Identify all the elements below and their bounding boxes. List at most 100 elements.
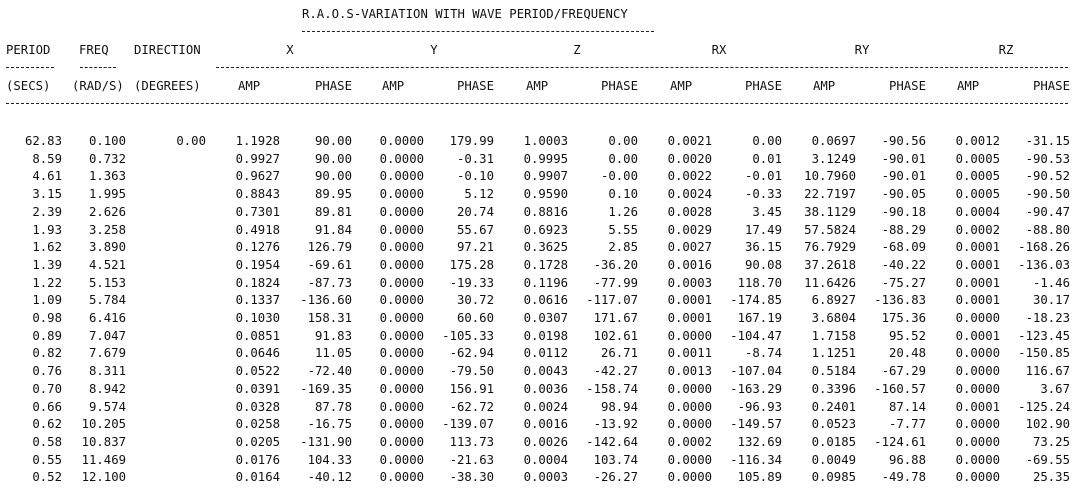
cell-freq: 8.311 bbox=[88, 364, 126, 379]
cell-amp-ry: 1.7158 bbox=[811, 328, 856, 343]
header-freq-units: (RAD/S) bbox=[72, 79, 124, 93]
cell-phase-rx: -8.74 bbox=[744, 346, 782, 361]
cell-phase-z: 2.85 bbox=[608, 240, 638, 255]
cell-phase-z: 0.00 bbox=[608, 134, 638, 148]
cell-period: 0.82 bbox=[32, 346, 62, 361]
freq-underline bbox=[80, 67, 116, 68]
cell-amp-rz: 0.0001 bbox=[955, 275, 1000, 290]
cell-amp-ry: 0.0523 bbox=[811, 417, 856, 432]
cell-amp-ry: 11.6426 bbox=[804, 275, 856, 290]
header-direction: DIRECTION bbox=[134, 43, 201, 57]
table-row: 1.09 5.784 0.1337 -136.60 0.0000 30.72 0.0616 -… bbox=[0, 291, 1083, 309]
cell-amp-y: 0.0000 bbox=[379, 399, 424, 414]
cell-period: 3.15 bbox=[32, 187, 62, 202]
cell-amp-x: 0.0258 bbox=[235, 417, 280, 432]
cell-phase-x: -169.35 bbox=[300, 381, 352, 396]
cell-amp-ry: 22.7197 bbox=[804, 187, 856, 202]
cell-amp-ry: 0.2401 bbox=[811, 399, 856, 414]
table-row: 1.62 3.890 0.1276 126.79 0.0000 97.21 0.3625 2.… bbox=[0, 238, 1083, 256]
cell-phase-rx: 0.01 bbox=[752, 151, 782, 166]
cell-phase-x: 90.00 bbox=[314, 134, 352, 148]
cell-amp-y: 0.0000 bbox=[379, 417, 424, 432]
table-row: 0.82 7.679 0.0646 11.05 0.0000 -62.94 0.0112 26… bbox=[0, 344, 1083, 362]
cell-amp-y: 0.0000 bbox=[379, 169, 424, 184]
cell-phase-z: -26.27 bbox=[593, 470, 638, 485]
cell-amp-rz: 0.0000 bbox=[955, 434, 1000, 449]
cell-phase-y: 5.12 bbox=[464, 187, 494, 202]
cell-phase-ry: -124.61 bbox=[874, 434, 926, 449]
header-amp-y: AMP bbox=[382, 79, 405, 93]
cell-phase-z: -36.20 bbox=[593, 257, 638, 272]
cell-phase-rx: 0.00 bbox=[752, 134, 782, 148]
cell-amp-ry: 0.0049 bbox=[811, 452, 856, 467]
table-row: 0.89 7.047 0.0851 91.83 0.0000 -105.33 0.0198 1… bbox=[0, 327, 1083, 345]
cell-amp-ry: 0.5184 bbox=[811, 364, 856, 379]
table-row: 1.39 4.521 0.1954 -69.61 0.0000 175.28 0.1728 -… bbox=[0, 256, 1083, 274]
cell-phase-y: -38.30 bbox=[449, 470, 494, 485]
cell-phase-rx: -0.01 bbox=[744, 169, 782, 184]
header-dof-rz: RZ bbox=[998, 43, 1014, 57]
cell-phase-x: 11.05 bbox=[314, 346, 352, 361]
cell-amp-z: 0.0004 bbox=[523, 452, 568, 467]
cell-amp-x: 0.0164 bbox=[235, 470, 280, 485]
cell-phase-y: 113.73 bbox=[449, 434, 494, 449]
cell-phase-x: -40.12 bbox=[307, 470, 352, 485]
cell-freq: 12.100 bbox=[81, 470, 126, 485]
cell-amp-z: 1.0003 bbox=[523, 134, 568, 148]
table-row: 0.70 8.942 0.0391 -169.35 0.0000 156.91 0.0036… bbox=[0, 380, 1083, 398]
cell-phase-rz: -88.80 bbox=[1025, 222, 1070, 237]
cell-freq: 6.416 bbox=[88, 311, 126, 325]
cell-phase-rx: 90.08 bbox=[744, 257, 782, 272]
cell-amp-x: 1.1928 bbox=[235, 134, 280, 148]
cell-amp-ry: 0.0697 bbox=[811, 134, 856, 148]
cell-amp-rx: 0.0029 bbox=[667, 222, 712, 237]
cell-phase-z: 5.55 bbox=[608, 222, 638, 237]
header-direction-units: (DEGREES) bbox=[134, 79, 201, 93]
cell-phase-rz: -125.24 bbox=[1018, 399, 1070, 414]
cell-phase-rx: -116.34 bbox=[730, 452, 782, 467]
cell-phase-rx: -104.47 bbox=[730, 328, 782, 343]
cell-amp-rx: 0.0003 bbox=[667, 275, 712, 290]
cell-amp-rz: 0.0000 bbox=[955, 311, 1000, 325]
cell-amp-rx: 0.0000 bbox=[667, 381, 712, 396]
header-phase-ry: PHASE bbox=[888, 79, 926, 93]
cell-amp-x: 0.4918 bbox=[235, 222, 280, 237]
cell-phase-rx: -174.85 bbox=[730, 293, 782, 308]
header-phase-rx: PHASE bbox=[744, 79, 782, 93]
cell-phase-ry: -88.29 bbox=[881, 222, 926, 237]
cell-phase-ry: -68.09 bbox=[881, 240, 926, 255]
cell-amp-x: 0.1337 bbox=[235, 293, 280, 308]
table-row: 0.62 10.205 0.0258 -16.75 0.0000 -139.07 0.001… bbox=[0, 415, 1083, 433]
cell-period: 1.22 bbox=[32, 275, 62, 290]
cell-phase-x: -16.75 bbox=[307, 417, 352, 432]
header-period: PERIOD bbox=[6, 43, 51, 57]
cell-amp-rx: 0.0024 bbox=[667, 187, 712, 202]
cell-amp-rx: 0.0027 bbox=[667, 240, 712, 255]
cell-period: 0.66 bbox=[32, 399, 62, 414]
cell-amp-y: 0.0000 bbox=[379, 222, 424, 237]
cell-freq: 0.100 bbox=[88, 134, 126, 148]
cell-period: 0.89 bbox=[32, 328, 62, 343]
cell-period: 0.55 bbox=[32, 452, 62, 467]
cell-phase-x: 87.78 bbox=[314, 399, 352, 414]
cell-period: 62.83 bbox=[24, 134, 62, 148]
cell-amp-y: 0.0000 bbox=[379, 257, 424, 272]
cell-amp-z: 0.3625 bbox=[523, 240, 568, 255]
cell-phase-ry: -90.05 bbox=[881, 187, 926, 202]
cell-amp-rz: 0.0001 bbox=[955, 399, 1000, 414]
cell-amp-ry: 76.7929 bbox=[804, 240, 856, 255]
cell-amp-y: 0.0000 bbox=[379, 328, 424, 343]
cell-direction: 0.00 bbox=[176, 134, 206, 148]
cell-amp-ry: 1.1251 bbox=[811, 346, 856, 361]
cell-amp-rx: 0.0001 bbox=[667, 311, 712, 325]
cell-phase-rz: 25.35 bbox=[1032, 470, 1070, 485]
cell-amp-rx: 0.0000 bbox=[667, 328, 712, 343]
cell-amp-rx: 0.0013 bbox=[667, 364, 712, 379]
cell-amp-ry: 0.0185 bbox=[811, 434, 856, 449]
cell-freq: 9.574 bbox=[88, 399, 126, 414]
report-title: R.A.O.S-VARIATION WITH WAVE PERIOD/FREQU… bbox=[302, 7, 628, 21]
cell-period: 1.09 bbox=[32, 293, 62, 308]
table-row: 0.66 9.574 0.0328 87.78 0.0000 -62.72 0.0024 98… bbox=[0, 398, 1083, 416]
header-phase-y: PHASE bbox=[456, 79, 494, 93]
cell-amp-rx: 0.0000 bbox=[667, 417, 712, 432]
